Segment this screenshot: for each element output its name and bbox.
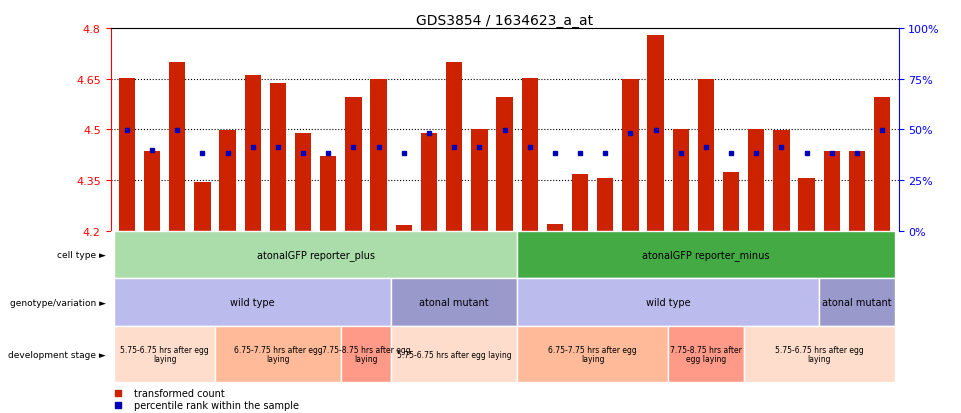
Bar: [119, 79, 136, 231]
Bar: [673, 130, 689, 231]
Bar: [774, 131, 790, 231]
Bar: [345, 98, 361, 231]
Bar: [517, 279, 819, 326]
Bar: [496, 98, 513, 231]
Bar: [114, 279, 391, 326]
Bar: [572, 175, 588, 231]
Bar: [819, 279, 895, 326]
Bar: [219, 131, 235, 231]
Bar: [517, 326, 668, 382]
Bar: [744, 326, 895, 382]
Text: 6.75-7.75 hrs after egg
laying: 6.75-7.75 hrs after egg laying: [234, 345, 322, 363]
Bar: [622, 80, 639, 231]
Text: transformed count: transformed count: [135, 388, 225, 398]
Text: 7.75-8.75 hrs after
egg laying: 7.75-8.75 hrs after egg laying: [670, 345, 742, 363]
Bar: [824, 151, 840, 231]
Text: atonal mutant: atonal mutant: [823, 297, 892, 308]
Text: wild type: wild type: [231, 297, 275, 308]
Bar: [391, 326, 517, 382]
Bar: [547, 225, 563, 231]
Bar: [245, 76, 261, 231]
Bar: [215, 326, 341, 382]
Bar: [849, 151, 865, 231]
Text: wild type: wild type: [646, 297, 691, 308]
Bar: [341, 326, 391, 382]
Text: atonal mutant: atonal mutant: [419, 297, 489, 308]
Text: percentile rank within the sample: percentile rank within the sample: [135, 400, 299, 410]
Bar: [396, 225, 412, 231]
Bar: [668, 326, 744, 382]
Title: GDS3854 / 1634623_a_at: GDS3854 / 1634623_a_at: [416, 14, 593, 28]
Bar: [370, 80, 387, 231]
Text: atonalGFP reporter_minus: atonalGFP reporter_minus: [642, 249, 770, 261]
Bar: [522, 79, 538, 231]
Bar: [169, 63, 185, 231]
Bar: [194, 183, 210, 231]
Bar: [295, 133, 311, 231]
Text: 5.75-6.75 hrs after egg laying: 5.75-6.75 hrs after egg laying: [397, 350, 511, 358]
Bar: [723, 172, 739, 231]
Bar: [391, 279, 517, 326]
Bar: [799, 179, 815, 231]
Bar: [471, 129, 487, 231]
Bar: [874, 98, 890, 231]
Text: 7.75-8.75 hrs after egg
laying: 7.75-8.75 hrs after egg laying: [322, 345, 410, 363]
Bar: [597, 179, 613, 231]
Text: cell type ►: cell type ►: [57, 251, 106, 259]
Bar: [446, 63, 462, 231]
Bar: [748, 129, 764, 231]
Text: 6.75-7.75 hrs after egg
laying: 6.75-7.75 hrs after egg laying: [549, 345, 637, 363]
Text: atonalGFP reporter_plus: atonalGFP reporter_plus: [257, 249, 375, 261]
Bar: [144, 151, 160, 231]
Bar: [698, 80, 714, 231]
Bar: [421, 134, 437, 231]
Bar: [114, 231, 517, 279]
Bar: [320, 157, 336, 231]
Text: development stage ►: development stage ►: [8, 350, 106, 358]
Text: 5.75-6.75 hrs after egg
laying: 5.75-6.75 hrs after egg laying: [775, 345, 864, 363]
Text: 5.75-6.75 hrs after egg
laying: 5.75-6.75 hrs after egg laying: [120, 345, 209, 363]
Bar: [114, 326, 215, 382]
Bar: [648, 36, 664, 231]
Text: genotype/variation ►: genotype/variation ►: [10, 298, 106, 307]
Bar: [517, 231, 895, 279]
Bar: [270, 83, 286, 231]
